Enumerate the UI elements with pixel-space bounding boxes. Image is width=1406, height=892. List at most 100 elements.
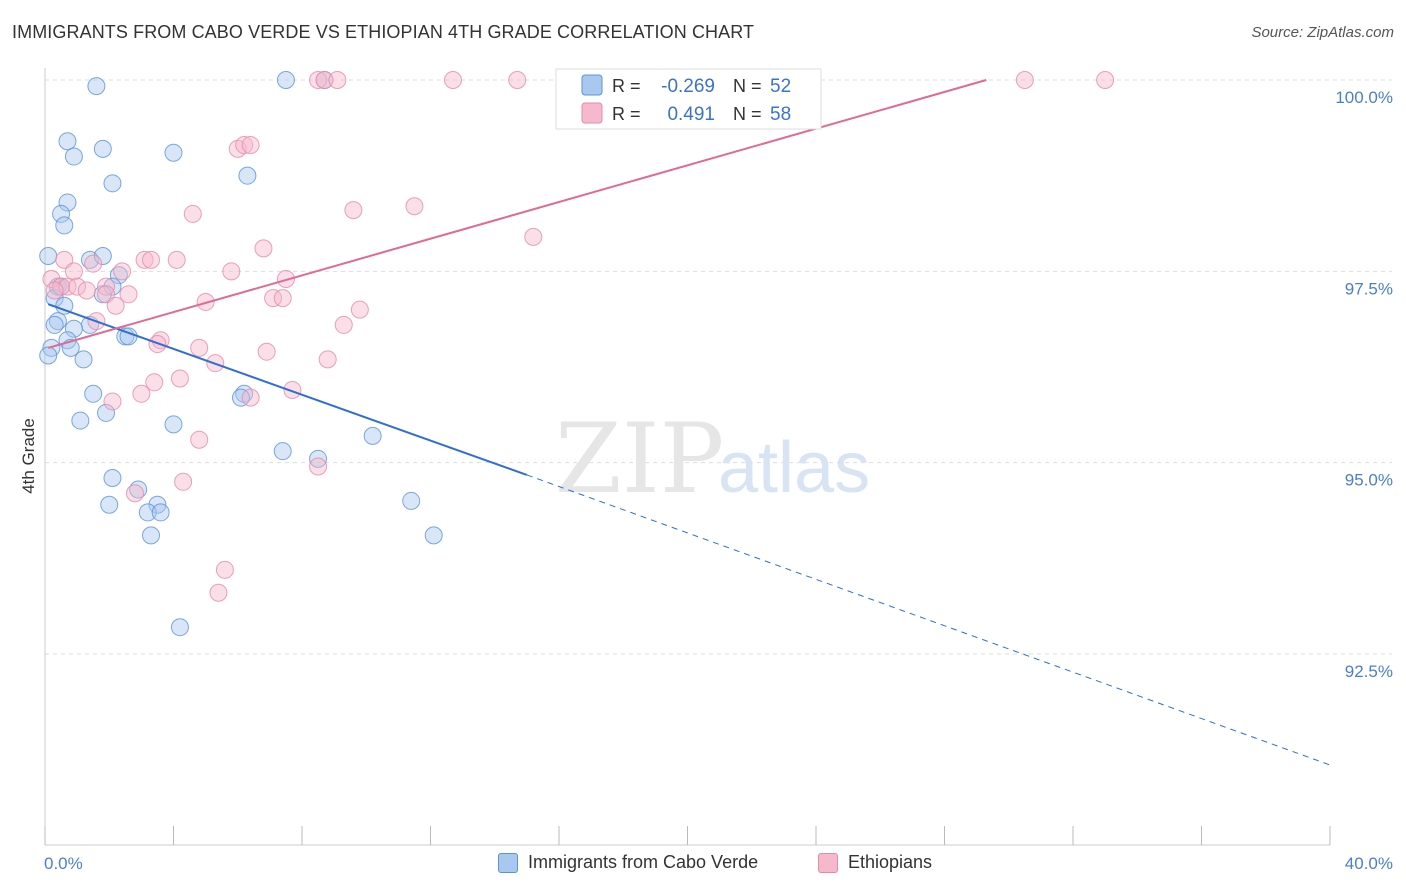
legend-swatch-blue [498, 852, 518, 873]
data-point [39, 247, 58, 266]
data-point [77, 281, 96, 300]
data-point [39, 346, 58, 365]
data-point [100, 495, 119, 514]
grid-lines [45, 79, 1392, 655]
x-tick-label: 40.0% [1345, 854, 1393, 873]
data-point [142, 526, 161, 545]
data-point [209, 583, 228, 602]
data-point [283, 380, 302, 399]
legend-swatch-pink [818, 852, 838, 873]
y-axis-label: 4th Grade [19, 418, 38, 494]
x-tick-label: 0.0% [44, 854, 83, 873]
data-point [97, 277, 116, 296]
data-point [52, 204, 71, 223]
watermark-atlas: atlas [718, 428, 870, 508]
data-point [215, 560, 234, 579]
series-ethiopians-points [42, 71, 1115, 602]
legend-swatch-blue [581, 74, 603, 96]
legend-r-value-pink: 0.491 [667, 104, 715, 125]
data-point [106, 296, 125, 315]
data-point [309, 449, 328, 468]
legend-n-label: N = [733, 76, 762, 96]
data-point [42, 269, 61, 288]
data-point [170, 369, 189, 388]
data-point [125, 484, 144, 503]
chart-title: IMMIGRANTS FROM CABO VERDE VS ETHIOPIAN … [12, 22, 755, 42]
data-point [276, 71, 295, 89]
data-point [183, 204, 202, 223]
y-tick-label: 95.0% [1345, 471, 1393, 490]
data-point [231, 388, 250, 407]
data-point [138, 503, 157, 522]
data-point [334, 315, 353, 334]
data-point [174, 472, 193, 491]
data-point [132, 384, 151, 403]
data-point [103, 174, 122, 193]
source-credit: Source: ZipAtlas.com [1251, 24, 1394, 41]
data-point [508, 71, 527, 89]
data-point [55, 296, 74, 315]
data-point [64, 147, 83, 166]
data-point [350, 300, 369, 319]
trend-line-cabo-verde [47, 303, 528, 476]
data-point [241, 136, 260, 155]
trend-lines [47, 79, 1331, 766]
data-point [74, 350, 93, 369]
data-point [315, 71, 334, 89]
data-point [170, 618, 189, 637]
data-point [424, 526, 443, 545]
data-point [103, 277, 122, 296]
data-point [71, 411, 90, 430]
data-point [84, 384, 103, 403]
legend-label-ethiopians: Ethiopians [848, 852, 933, 872]
series-legend: Immigrants from Cabo Verde Ethiopians [0, 852, 1406, 878]
data-point [524, 227, 543, 246]
trend-line-cabo-verde-extrapolated [526, 474, 1331, 766]
data-point [45, 281, 64, 300]
data-point [103, 392, 122, 411]
trend-line-ethiopians [47, 79, 987, 349]
legend-box: R = -0.269 N = 52 R = 0.491 N = 58 [555, 68, 822, 130]
data-point [55, 216, 74, 235]
legend-n-value-pink: 58 [770, 104, 791, 125]
data-point [328, 71, 347, 89]
data-point [64, 319, 83, 338]
data-point [58, 193, 77, 212]
legend-swatch-pink [581, 102, 603, 124]
data-point [238, 166, 257, 185]
data-point [443, 71, 462, 89]
data-point [405, 197, 424, 216]
data-point [93, 139, 112, 158]
data-point [1015, 71, 1034, 89]
data-point [145, 373, 164, 392]
data-point [254, 239, 273, 258]
data-point [190, 338, 209, 357]
watermark-zip: ZIP [555, 403, 724, 515]
data-point [273, 289, 292, 308]
data-point [309, 457, 328, 476]
legend-label-cabo-verde: Immigrants from Cabo Verde [528, 852, 759, 872]
data-point [58, 132, 77, 151]
data-point [1096, 71, 1115, 89]
data-point [97, 285, 116, 304]
data-point [190, 430, 209, 449]
y-tick-label: 97.5% [1345, 279, 1393, 298]
data-point [363, 426, 382, 445]
legend-r-label: R = [612, 104, 641, 124]
data-point [264, 289, 283, 308]
data-point [235, 136, 254, 155]
x-tick-labels: 0.0% 40.0% [44, 854, 1393, 873]
y-tick-label: 92.5% [1345, 662, 1393, 681]
data-point [402, 491, 421, 510]
data-point [68, 277, 87, 296]
legend-r-label: R = [612, 76, 641, 96]
data-point [164, 143, 183, 162]
data-point [135, 250, 154, 269]
data-point [45, 315, 64, 334]
data-point [318, 350, 337, 369]
data-point [113, 262, 132, 281]
data-point [64, 262, 83, 281]
data-point [103, 468, 122, 487]
legend-n-label: N = [733, 104, 762, 124]
